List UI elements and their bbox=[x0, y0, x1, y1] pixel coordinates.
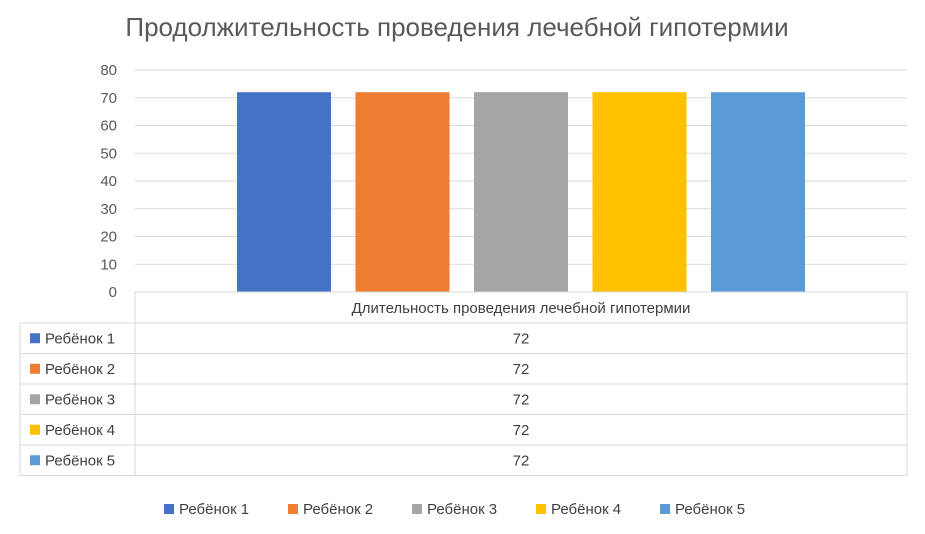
y-tick-label: 40 bbox=[100, 173, 117, 190]
y-tick-label: 20 bbox=[100, 229, 117, 246]
table-series-name: Ребёнок 1 bbox=[45, 330, 115, 347]
bar-1 bbox=[237, 92, 331, 292]
legend-key-3 bbox=[412, 504, 422, 514]
table-series-name: Ребёнок 4 bbox=[45, 422, 115, 439]
legend-label-5: Ребёнок 5 bbox=[675, 501, 745, 518]
y-tick-label: 0 bbox=[109, 284, 117, 301]
table-series-key bbox=[30, 363, 40, 374]
table-value: 72 bbox=[513, 422, 530, 439]
legend-key-4 bbox=[536, 504, 546, 514]
y-tick-label: 50 bbox=[100, 145, 117, 162]
bar-4 bbox=[592, 92, 687, 292]
legend: Ребёнок 1 Ребёнок 2 Ребёнок 3 Ребёнок 4 Ребё… bbox=[164, 501, 745, 518]
table-category-label: Длительность проведения лечебной гипотер… bbox=[352, 300, 691, 317]
legend-label-4: Ребёнок 4 bbox=[551, 501, 621, 518]
table-value: 72 bbox=[513, 452, 530, 469]
y-tick-label: 70 bbox=[100, 90, 117, 107]
table-series-name: Ребёнок 3 bbox=[45, 391, 115, 408]
legend-key-2 bbox=[288, 504, 298, 514]
legend-label-1: Ребёнок 1 bbox=[179, 501, 249, 518]
y-tick-label: 30 bbox=[100, 201, 117, 218]
legend-key-5 bbox=[660, 504, 670, 514]
table-series-key bbox=[30, 333, 40, 344]
bars bbox=[237, 92, 805, 292]
bar-5 bbox=[711, 92, 805, 292]
y-tick-label: 10 bbox=[100, 256, 117, 273]
data-table: Длительность проведения лечебной гипотер… bbox=[19, 291, 908, 476]
legend-key-1 bbox=[164, 504, 174, 514]
bar-3 bbox=[474, 92, 568, 292]
y-tick-label: 80 bbox=[100, 62, 117, 79]
legend-label-3: Ребёнок 3 bbox=[427, 501, 497, 518]
chart-title: Продолжительность проведения лечебной ги… bbox=[125, 12, 788, 42]
table-series-name: Ребёнок 5 bbox=[45, 452, 115, 469]
y-tick-label: 60 bbox=[100, 118, 117, 135]
table-series-key bbox=[30, 394, 40, 405]
bar-2 bbox=[355, 92, 450, 292]
table-series-key bbox=[30, 424, 40, 435]
table-series-key bbox=[30, 455, 40, 466]
table-value: 72 bbox=[513, 391, 530, 408]
table-value: 72 bbox=[513, 330, 530, 347]
y-axis-ticks: 0 10 20 30 40 50 60 70 80 bbox=[100, 62, 117, 301]
table-value: 72 bbox=[513, 361, 530, 378]
legend-label-2: Ребёнок 2 bbox=[303, 501, 373, 518]
table-series-name: Ребёнок 2 bbox=[45, 361, 115, 378]
